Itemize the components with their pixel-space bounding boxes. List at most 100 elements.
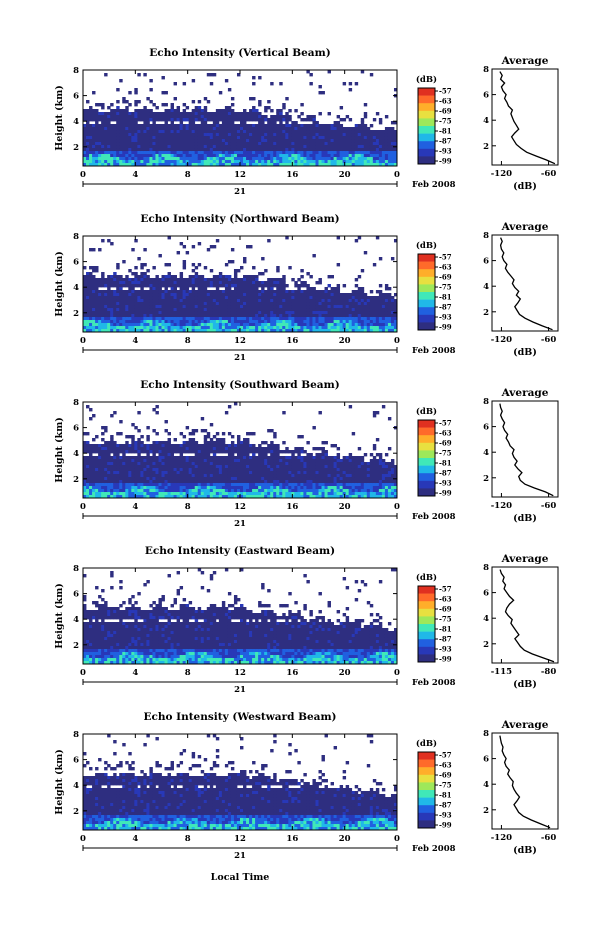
heatmap-cell (324, 124, 328, 128)
heatmap-cell (152, 471, 156, 475)
heatmap-cell (161, 145, 165, 149)
heatmap-cell (203, 471, 208, 475)
heatmap-cell (249, 124, 253, 128)
heatmap-cell (297, 145, 301, 149)
heatmap-cell (137, 495, 141, 499)
heatmap-cell (164, 317, 168, 321)
heatmap-cell (131, 474, 135, 478)
heatmap-cell (131, 480, 135, 484)
heatmap-cell (384, 293, 389, 297)
heatmap-cell (128, 269, 132, 273)
heatmap-cell (336, 145, 341, 149)
heatmap-cell (206, 302, 211, 306)
heatmap-cell (381, 145, 386, 149)
heatmap-cell (360, 269, 365, 273)
heatmap-cell (261, 142, 265, 146)
heatmap-cell (110, 489, 114, 493)
heatmap-cell (218, 290, 223, 294)
heatmap-cell (86, 441, 90, 445)
heatmap-cell (233, 495, 238, 499)
heatmap-cell (351, 127, 356, 131)
heatmap-cell (378, 329, 383, 333)
heatmap-cell (243, 483, 247, 487)
heatmap-cell (209, 311, 214, 315)
heatmap-cell (215, 239, 220, 243)
heatmap-cell (191, 293, 196, 297)
heatmap-cell (387, 305, 392, 309)
heatmap-cell (345, 317, 350, 321)
heatmap-cell (381, 136, 386, 140)
heatmap-cell (179, 148, 184, 152)
heatmap-cell (309, 275, 313, 279)
heatmap-cell (122, 474, 126, 478)
heatmap-cell (158, 323, 162, 327)
heatmap-cell (113, 133, 117, 137)
heatmap-cell (227, 462, 232, 466)
heatmap-cell (191, 245, 196, 249)
heatmap-cell (131, 308, 135, 312)
heatmap-cell (240, 308, 244, 312)
heatmap-cell (107, 492, 111, 496)
heatmap-cell (176, 320, 181, 324)
heatmap-cell (240, 127, 244, 131)
heatmap-cell (372, 326, 377, 330)
heatmap-cell (240, 320, 244, 324)
heatmap-cell (155, 293, 159, 297)
heatmap-cell (218, 130, 223, 134)
heatmap-cell (149, 480, 153, 484)
heatmap-cell (92, 447, 96, 451)
heatmap-cell (306, 311, 310, 315)
heatmap-cell (203, 489, 208, 493)
heatmap-cell (309, 293, 313, 297)
heatmap-cell (149, 486, 153, 490)
heatmap-cell (384, 151, 389, 155)
heatmap-cell (125, 154, 129, 158)
heatmap-cell (182, 284, 187, 288)
heatmap-cell (324, 302, 328, 306)
heatmap-cell (152, 450, 156, 454)
heatmap-cell (288, 311, 292, 315)
heatmap-cell (161, 293, 165, 297)
heatmap-cell (128, 317, 132, 321)
heatmap-cell (336, 136, 341, 140)
heatmap-cell (240, 133, 244, 137)
heatmap-cell (104, 429, 108, 433)
heatmap-cell (173, 133, 177, 137)
heatmap-cell (333, 317, 338, 321)
heatmap-cell (227, 471, 232, 475)
date-label: Feb 2008 (412, 180, 456, 190)
heatmap-cell (86, 287, 90, 291)
heatmap-cell (387, 326, 392, 330)
heatmap-cell (116, 136, 120, 140)
heatmap-cell (246, 133, 250, 137)
heatmap-cell (182, 495, 187, 499)
heatmap-cell (221, 281, 226, 285)
heatmap-cell (161, 441, 165, 445)
heatmap-cell (387, 157, 392, 161)
heatmap-cell (221, 305, 226, 309)
heatmap-cell (194, 142, 199, 146)
heatmap-cell (179, 118, 184, 122)
heatmap-cell (86, 118, 90, 122)
heatmap-cell (312, 142, 316, 146)
heatmap-cell (300, 130, 304, 134)
heatmap-cell (252, 456, 256, 460)
heatmap-cell (197, 281, 202, 285)
heatmap-cell (116, 317, 120, 321)
heatmap-cell (131, 278, 135, 282)
heatmap-cell (267, 284, 271, 288)
heatmap-cell (122, 444, 126, 448)
heatmap-cell (393, 88, 398, 92)
heatmap-cell (104, 495, 108, 499)
heatmap-cell (164, 287, 168, 291)
heatmap-cell (306, 154, 310, 158)
heatmap-cell (233, 477, 238, 481)
heatmap-cell (276, 299, 280, 303)
heatmap-cell (101, 293, 105, 297)
heatmap-cell (300, 290, 304, 294)
heatmap-cell (215, 293, 220, 297)
heatmap-cell (149, 465, 153, 469)
heatmap-cell (354, 133, 359, 137)
heatmap-cell (89, 471, 93, 475)
heatmap-cell (318, 329, 322, 333)
